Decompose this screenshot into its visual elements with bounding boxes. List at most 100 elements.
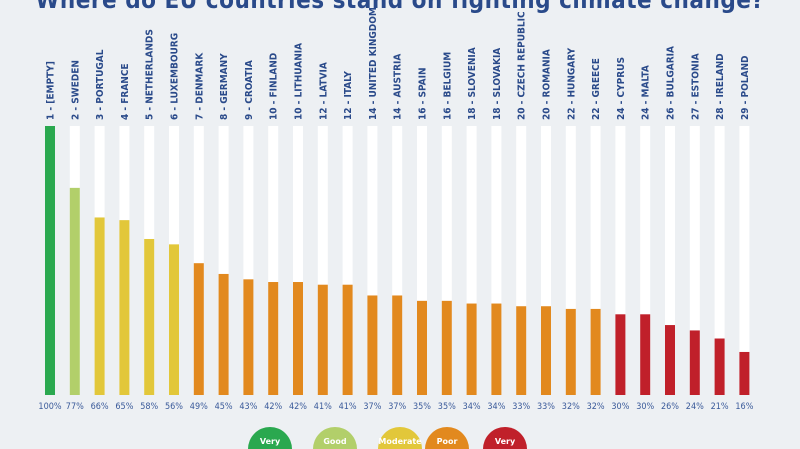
bar	[342, 284, 353, 395]
bar	[491, 303, 502, 395]
country-label: 12 - ITALY	[343, 71, 354, 120]
value-label: 56%	[165, 402, 183, 412]
legend-label: Good	[323, 437, 347, 446]
bar-track	[640, 126, 651, 395]
country-label: 18 - SLOVENIA	[467, 47, 478, 120]
value-label: 34%	[487, 402, 505, 412]
legend-item-moderate: Moderate	[378, 427, 422, 449]
bar	[565, 308, 576, 395]
country-label: 5 - NETHERLANDS	[145, 29, 156, 120]
bar-track	[516, 126, 527, 395]
legend-swatch	[378, 427, 422, 449]
legend-item-very-poor: Very	[483, 427, 527, 449]
bar	[317, 284, 328, 395]
legend-label: Very	[495, 437, 516, 446]
country-label: 14 - AUSTRIA	[393, 54, 404, 120]
country-label: 28 - IRELAND	[715, 53, 726, 120]
value-label: 42%	[289, 402, 307, 412]
value-label: 42%	[264, 402, 282, 412]
bars-layer	[45, 126, 750, 395]
country-label: 3 - PORTUGAL	[95, 49, 106, 120]
bar	[441, 300, 452, 395]
country-label: 24 - CYPRUS	[616, 57, 627, 120]
bar-track	[218, 126, 229, 395]
value-label: 16%	[735, 402, 753, 412]
country-label: 16 - SPAIN	[418, 67, 429, 120]
bar	[541, 306, 551, 395]
bar	[293, 282, 303, 395]
country-label: 22 - HUNGARY	[566, 47, 577, 120]
legend-swatch	[248, 427, 292, 449]
legend-item-good: Good	[313, 427, 357, 449]
country-label: 20 - CZECH REPUBLIC	[517, 11, 528, 120]
legend-item-poor: Poor	[425, 427, 469, 449]
bar-track	[293, 126, 303, 395]
country-label: 18 - SLOVAKIA	[492, 48, 503, 120]
value-label: 41%	[314, 402, 332, 412]
bar-track	[590, 126, 601, 395]
country-label: 4 - FRANCE	[120, 63, 131, 120]
bar	[665, 325, 675, 395]
bar-track	[714, 126, 725, 395]
legend-swatch	[313, 427, 357, 449]
chart-title: Where do EU countries stand on fighting …	[35, 0, 765, 14]
value-label: 30%	[636, 402, 654, 412]
bar	[119, 220, 130, 395]
country-label: 29 - POLAND	[740, 56, 751, 120]
value-label: 34%	[463, 402, 481, 412]
country-label: 7 - DENMARK	[194, 52, 205, 120]
bar-track	[417, 126, 427, 395]
value-label: 35%	[413, 402, 431, 412]
country-label: 20 - ROMANIA	[542, 49, 553, 120]
bar-track	[689, 126, 700, 395]
bar-track	[243, 126, 254, 395]
country-label: 6 - LUXEMBOURG	[170, 33, 181, 120]
bar	[739, 351, 750, 395]
country-label: 22 - GREECE	[591, 58, 602, 120]
bar-track	[491, 126, 502, 395]
bar	[466, 303, 477, 395]
value-label: 26%	[661, 402, 679, 412]
bar	[590, 308, 601, 395]
value-label: 77%	[66, 402, 84, 412]
bar-track	[665, 126, 675, 395]
bar	[144, 238, 155, 395]
bar-track	[392, 126, 403, 395]
value-label: 49%	[190, 402, 208, 412]
bar	[392, 295, 403, 395]
labels-layer: 1 - [EMPTY] 100% 2 - SWEDEN 77% 3 - PORTUGAL…	[38, 7, 753, 412]
bar-track	[268, 126, 279, 395]
country-label: 12 - LATVIA	[318, 62, 329, 120]
bar-track	[367, 126, 378, 395]
country-label: 9 - CROATIA	[244, 60, 255, 120]
bar	[45, 126, 55, 395]
value-label: 41%	[339, 402, 357, 412]
bar-track	[466, 126, 477, 395]
value-label: 35%	[438, 402, 456, 412]
bar-track	[317, 126, 328, 395]
value-label: 32%	[587, 402, 605, 412]
country-label: 10 - FINLAND	[269, 53, 280, 120]
bar-track	[342, 126, 353, 395]
bar	[417, 300, 427, 395]
legend-swatch	[483, 427, 527, 449]
legend-label: Poor	[437, 437, 458, 446]
country-label: 10 - LITHUANIA	[294, 43, 305, 120]
value-label: 32%	[562, 402, 580, 412]
bar	[193, 263, 204, 395]
legend: Very Good Moderate Poor Very	[248, 427, 527, 449]
value-label: 37%	[363, 402, 381, 412]
legend-item-very-good: Very	[248, 427, 292, 449]
bar	[169, 244, 179, 395]
value-label: 37%	[388, 402, 406, 412]
country-label: 24 - MALTA	[641, 65, 652, 120]
value-label: 43%	[239, 402, 257, 412]
value-label: 45%	[215, 402, 233, 412]
bar	[243, 279, 254, 395]
value-label: 33%	[537, 402, 555, 412]
country-label: 1 - [EMPTY]	[46, 61, 57, 120]
bar-track	[565, 126, 576, 395]
bar	[268, 282, 279, 395]
bar	[94, 217, 105, 395]
